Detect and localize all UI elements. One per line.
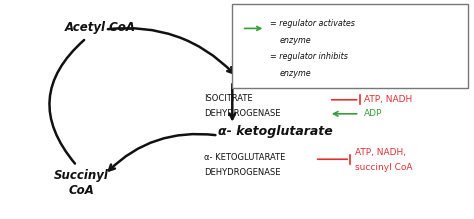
Text: α- KETOGLUTARATE: α- KETOGLUTARATE (204, 153, 285, 162)
Text: DEHYDROGENASE: DEHYDROGENASE (204, 168, 281, 177)
Text: DEHYDROGENASE: DEHYDROGENASE (204, 109, 281, 118)
FancyBboxPatch shape (232, 4, 468, 88)
Text: = regulator activates: = regulator activates (270, 19, 355, 28)
Text: ATP, NADH: ATP, NADH (364, 95, 412, 104)
Text: enzyme: enzyme (279, 36, 311, 45)
Text: = regulator inhibits: = regulator inhibits (270, 52, 348, 61)
Text: α- ketoglutarate: α- ketoglutarate (218, 125, 333, 138)
Text: Acetyl CoA: Acetyl CoA (65, 21, 136, 34)
Text: succinyl CoA: succinyl CoA (355, 163, 412, 172)
Text: Succinyl
CoA: Succinyl CoA (54, 169, 109, 197)
Text: ATP, NADH,: ATP, NADH, (355, 148, 406, 157)
Text: ISOCITRATE: ISOCITRATE (204, 94, 253, 103)
Text: ADP: ADP (364, 109, 383, 118)
Text: Isocitrate: Isocitrate (237, 68, 304, 81)
Text: enzyme: enzyme (279, 69, 311, 78)
